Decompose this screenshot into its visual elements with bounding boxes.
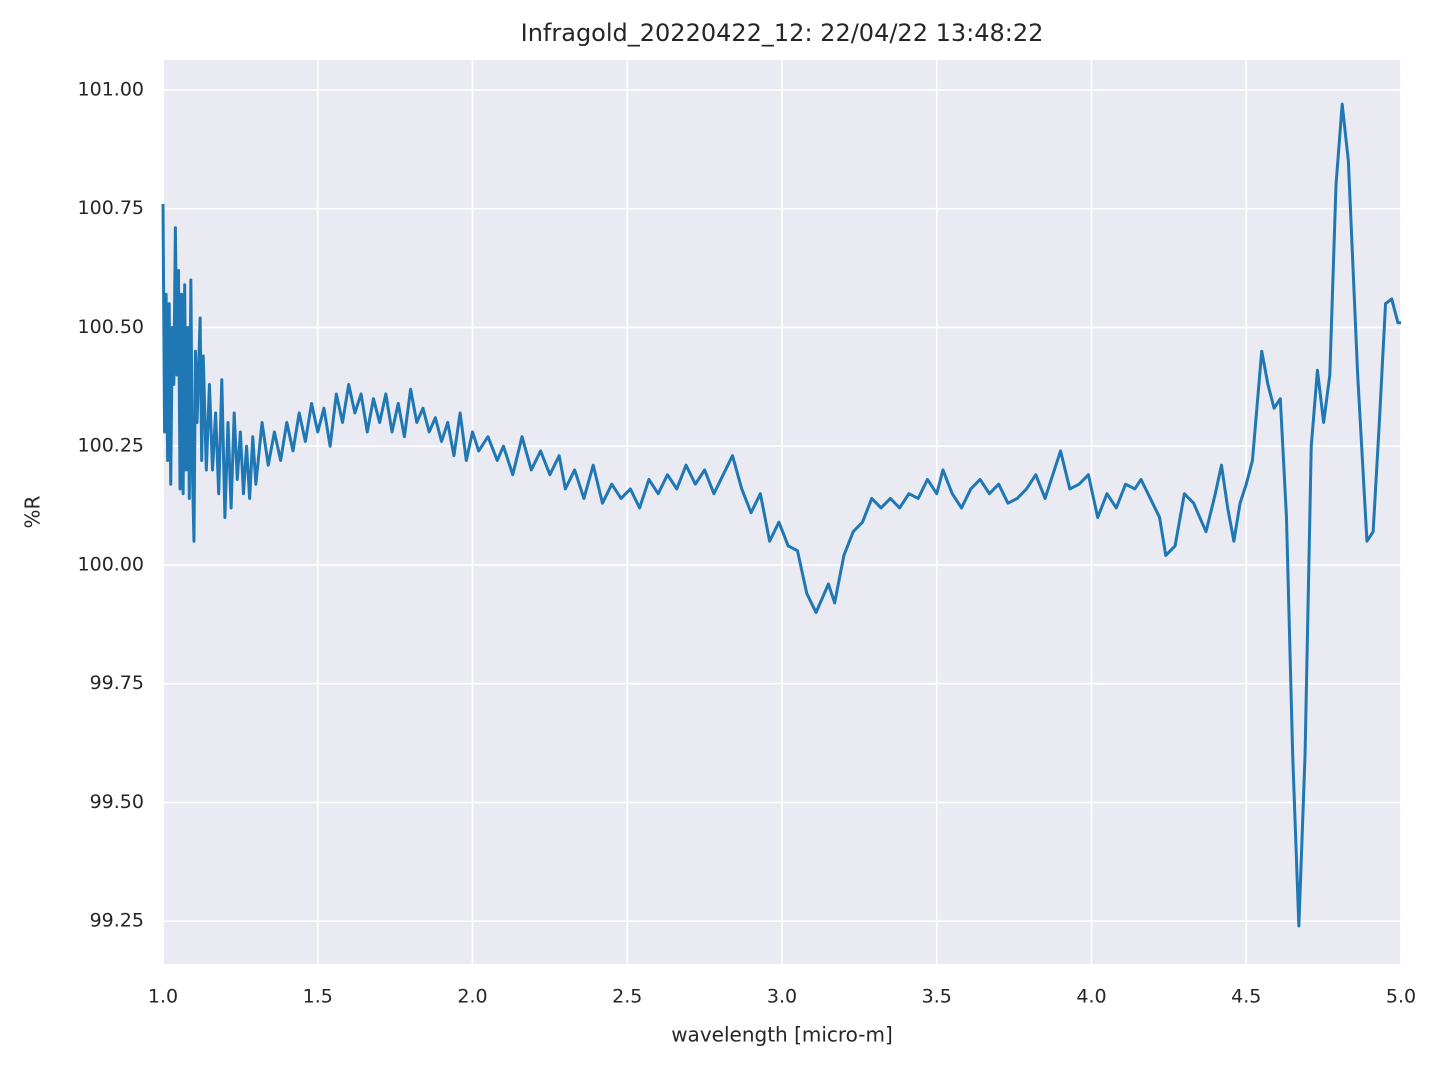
y-tick-label: 99.75 — [90, 672, 144, 694]
y-tick-label: 100.75 — [78, 197, 144, 219]
chart-title: Infragold_20220422_12: 22/04/22 13:48:22 — [521, 19, 1044, 47]
ticks: 1.0 1.5 2.0 2.5 3.0 3.5 4.0 4.5 5.0 99.25 99.50 99.… — [78, 78, 1417, 1007]
lines — [161, 102, 1401, 928]
x-tick-label: 4.0 — [1076, 986, 1106, 1008]
x-tick-label: 3.0 — [767, 986, 797, 1008]
y-tick-label: 100.50 — [78, 316, 144, 338]
data-line — [161, 102, 1401, 928]
x-tick-label: 2.5 — [612, 986, 642, 1008]
x-tick-label: 1.0 — [148, 986, 178, 1008]
y-axis-label: %R — [21, 495, 45, 528]
x-tick-label: 3.5 — [922, 986, 952, 1008]
x-axis-label: wavelength [micro-m] — [671, 1023, 893, 1047]
x-tick-label: 5.0 — [1386, 986, 1416, 1008]
y-tick-label: 100.25 — [78, 435, 144, 457]
x-tick-label: 2.0 — [457, 986, 487, 1008]
y-tick-label: 99.25 — [90, 910, 144, 932]
x-tick-label: 1.5 — [303, 986, 333, 1008]
y-tick-label: 99.50 — [90, 791, 144, 813]
grid — [162, 60, 1402, 964]
x-tick-label: 4.5 — [1231, 986, 1261, 1008]
y-tick-label: 101.00 — [78, 78, 144, 100]
y-tick-label: 100.00 — [78, 553, 144, 575]
